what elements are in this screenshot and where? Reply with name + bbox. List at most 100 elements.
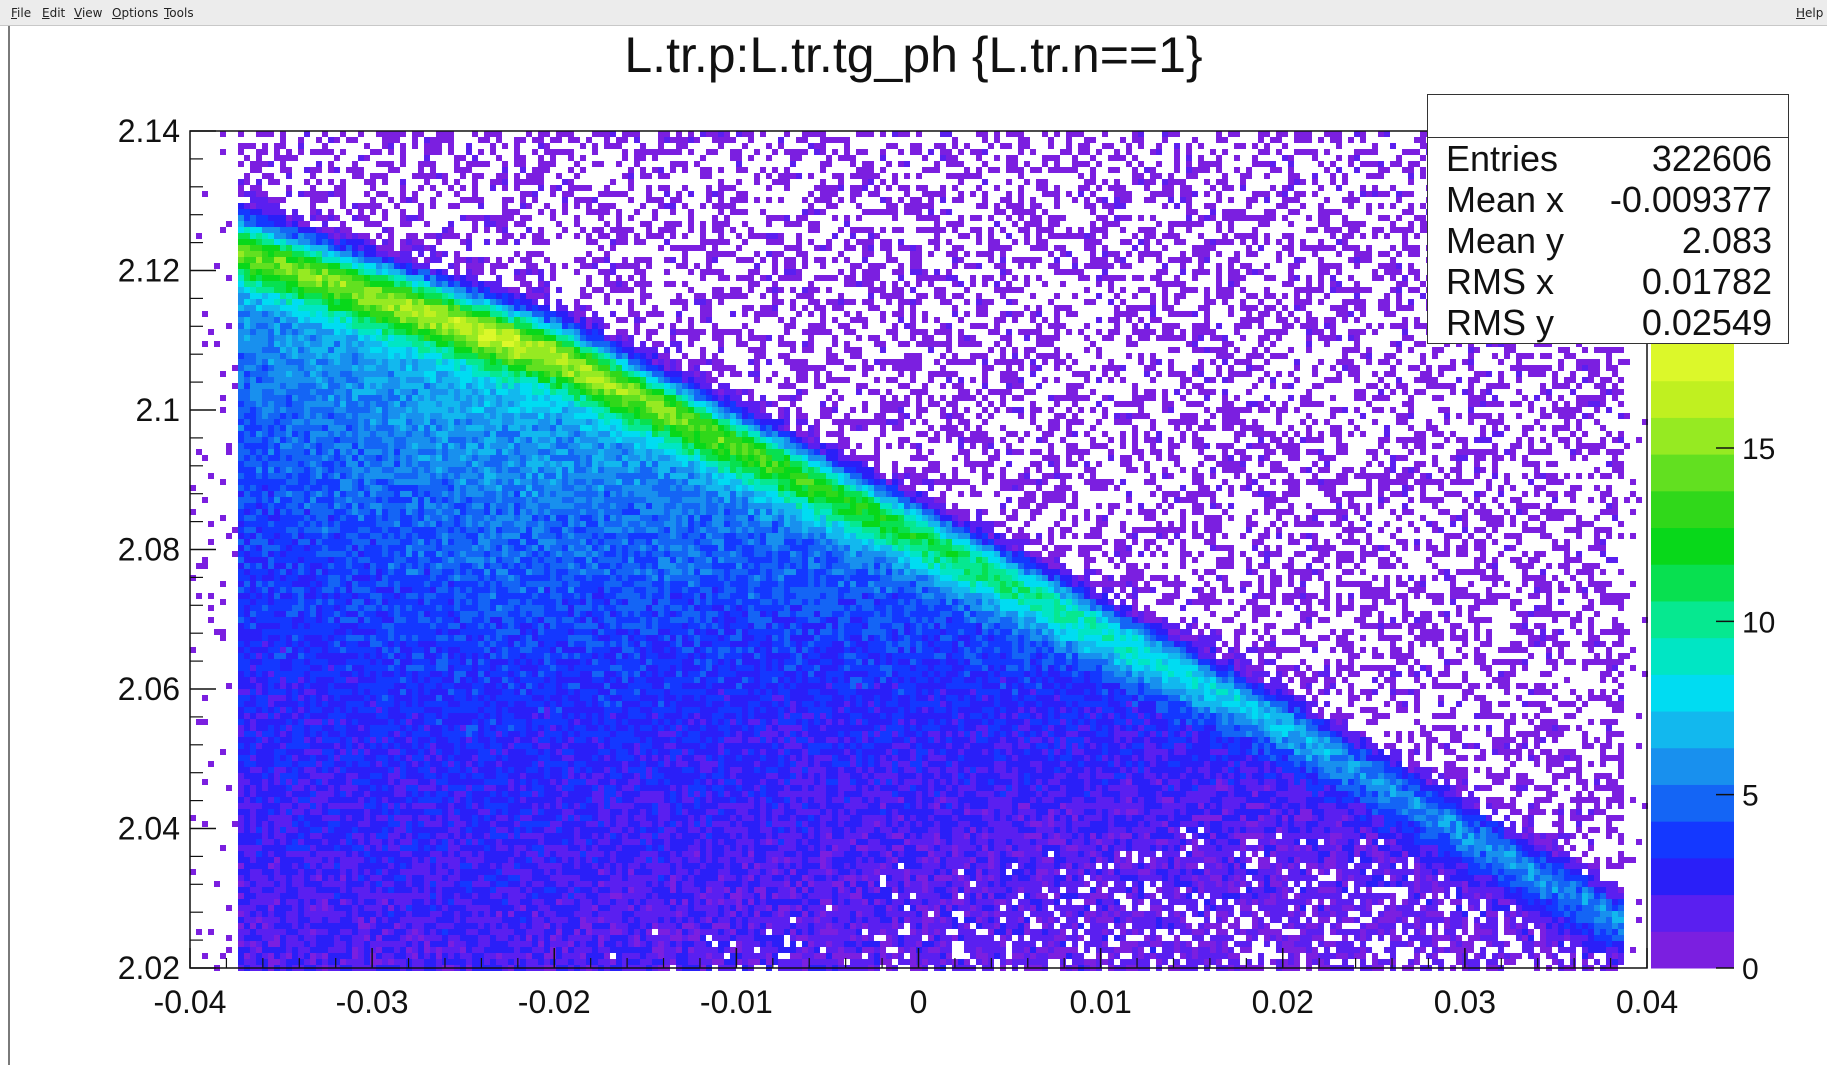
heatmap-cell: [436, 809, 442, 815]
heatmap-cell: [442, 449, 448, 455]
heatmap-cell: [436, 761, 442, 767]
heatmap-cell: [382, 437, 388, 443]
heatmap-cell: [328, 833, 334, 839]
heatmap-cell: [430, 557, 436, 563]
heatmap-cell: [256, 503, 262, 509]
heatmap-cell: [442, 233, 448, 239]
heatmap-cell: [352, 467, 358, 473]
heatmap-cell: [256, 425, 262, 431]
heatmap-cell: [400, 221, 406, 227]
heatmap-cell: [454, 527, 460, 533]
menu-options[interactable]: Options: [112, 6, 158, 20]
heatmap-cell: [322, 941, 328, 947]
heatmap-cell: [400, 935, 406, 941]
heatmap-cell: [346, 749, 352, 755]
heatmap-cell: [304, 407, 310, 413]
heatmap-cell: [238, 311, 244, 317]
heatmap-cell: [382, 839, 388, 845]
heatmap-cell: [394, 617, 400, 623]
heatmap-cell: [340, 395, 346, 401]
menu-help[interactable]: Help: [1796, 6, 1823, 20]
heatmap-cell: [250, 407, 256, 413]
heatmap-cell: [244, 575, 250, 581]
heatmap-cell: [454, 419, 460, 425]
heatmap-cell: [376, 959, 382, 965]
heatmap-cell: [352, 437, 358, 443]
heatmap-cell: [454, 461, 460, 467]
heatmap-cell: [340, 707, 346, 713]
heatmap-cell: [310, 701, 316, 707]
menu-file[interactable]: File: [11, 6, 31, 20]
heatmap-cell: [322, 485, 328, 491]
heatmap-cell: [262, 515, 268, 521]
heatmap-cell: [304, 899, 310, 905]
heatmap-cell: [406, 365, 412, 371]
heatmap-cell: [418, 275, 424, 281]
heatmap-cell: [382, 131, 388, 137]
heatmap-cell: [334, 563, 340, 569]
heatmap-cell: [382, 545, 388, 551]
heatmap-cell: [316, 413, 322, 419]
heatmap-cell: [334, 689, 340, 695]
heatmap-cell: [340, 455, 346, 461]
heatmap-cell: [376, 359, 382, 365]
heatmap-cell: [268, 281, 274, 287]
heatmap-cell: [388, 263, 394, 269]
heatmap-cell: [346, 551, 352, 557]
heatmap-cell: [334, 905, 340, 911]
heatmap-cell: [376, 275, 382, 281]
heatmap-cell: [442, 425, 448, 431]
heatmap-cell: [238, 293, 244, 299]
heatmap-cell: [280, 395, 286, 401]
heatmap-cell: [256, 191, 262, 197]
heatmap-cell: [436, 575, 442, 581]
heatmap-cell: [280, 653, 286, 659]
heatmap-cell: [238, 809, 244, 815]
heatmap-cell: [280, 581, 286, 587]
heatmap-cell: [400, 443, 406, 449]
heatmap-cell: [358, 539, 364, 545]
heatmap-cell: [292, 503, 298, 509]
heatmap-cell: [412, 743, 418, 749]
heatmap-cell: [268, 443, 274, 449]
heatmap-cell: [280, 461, 286, 467]
heatmap-cell: [250, 467, 256, 473]
heatmap-cell: [382, 503, 388, 509]
heatmap-cell: [244, 647, 250, 653]
menu-edit[interactable]: Edit: [42, 6, 65, 20]
heatmap-cell: [292, 767, 298, 773]
heatmap-cell: [316, 629, 322, 635]
heatmap-cell: [244, 509, 250, 515]
menu-tools[interactable]: Tools: [164, 6, 194, 20]
heatmap-cell: [280, 845, 286, 851]
heatmap-cell: [436, 953, 442, 959]
heatmap-cell: [340, 737, 346, 743]
heatmap-cell: [280, 695, 286, 701]
heatmap-cell: [322, 707, 328, 713]
heatmap-cell: [442, 683, 448, 689]
heatmap-cell: [460, 623, 466, 629]
heatmap-cell: [370, 593, 376, 599]
menu-view[interactable]: View: [74, 6, 102, 20]
heatmap-cell: [352, 647, 358, 653]
heatmap-cell: [238, 611, 244, 617]
heatmap-cell: [442, 899, 448, 905]
heatmap-cell: [454, 599, 460, 605]
heatmap-cell: [436, 503, 442, 509]
heatmap-cell: [244, 857, 250, 863]
heatmap-cell: [400, 863, 406, 869]
heatmap-cell: [418, 713, 424, 719]
heatmap-cell: [238, 239, 244, 245]
heatmap-cell: [328, 659, 334, 665]
heatmap-cell: [400, 521, 406, 527]
heatmap-cell: [400, 683, 406, 689]
heatmap-cell: [400, 179, 406, 185]
heatmap-cell: [460, 635, 466, 641]
heatmap-cell: [460, 365, 466, 371]
heatmap-cell: [352, 875, 358, 881]
heatmap-cell: [352, 719, 358, 725]
heatmap-cell: [304, 191, 310, 197]
heatmap-cell: [442, 335, 448, 341]
heatmap-cell: [322, 563, 328, 569]
